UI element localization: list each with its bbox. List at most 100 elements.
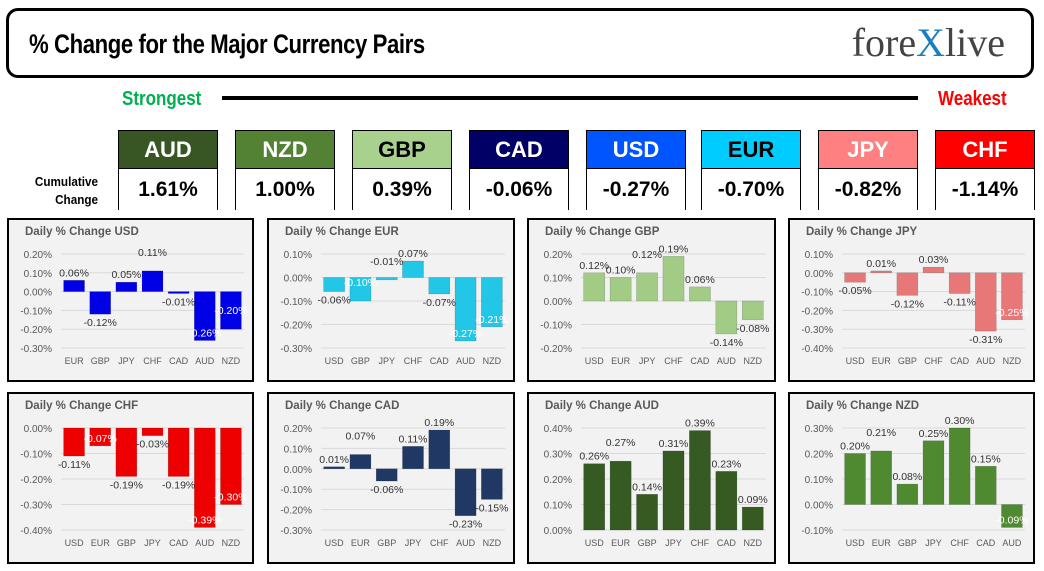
bar-chf bbox=[948, 427, 971, 505]
data-label: 0.39% bbox=[685, 418, 715, 430]
chart-title: Daily % Change JPY bbox=[806, 226, 918, 238]
currency-card-aud: AUD 1.61% bbox=[118, 130, 218, 210]
y-tick-label: 0.10% bbox=[284, 250, 312, 261]
x-tick-label: GBP bbox=[117, 538, 136, 548]
data-label: -0.12% bbox=[84, 317, 117, 329]
chart-panel-aud: Daily % Change AUD 0.40% 0.30% 0.20% 0.10% 0.… bbox=[527, 392, 776, 564]
strongest-label: Strongest bbox=[122, 88, 202, 110]
y-tick-label: 0.00% bbox=[284, 465, 312, 476]
bar-chf bbox=[662, 256, 685, 302]
y-tick-label: 0.00% bbox=[805, 501, 833, 512]
bar-eur bbox=[89, 427, 111, 447]
bar-aud bbox=[454, 277, 477, 342]
bar-aud bbox=[194, 291, 216, 341]
x-tick-label: USD bbox=[65, 538, 85, 548]
data-label: -0.07% bbox=[84, 433, 117, 445]
bar-chart: 0.10% 0.00% -0.10% -0.20% -0.30% -0.40% USD EUR… bbox=[801, 250, 1028, 366]
x-tick-label: JPY bbox=[118, 356, 135, 366]
currency-card-cad: CAD -0.06% bbox=[469, 130, 569, 210]
bar-aud bbox=[1001, 504, 1023, 528]
card-currency: JPY bbox=[819, 131, 917, 169]
data-label: 0.08% bbox=[892, 471, 922, 483]
bar-usd bbox=[583, 272, 606, 302]
bar-cad bbox=[948, 272, 971, 294]
bar-chart: 0.20% 0.10% 0.00% -0.10% -0.20% -0.30% USD EUR G… bbox=[280, 417, 508, 548]
bar-nzd bbox=[481, 277, 503, 328]
x-tick-label: CHF bbox=[691, 538, 710, 548]
x-tick-label: NZD bbox=[483, 538, 502, 548]
bar-jpy bbox=[636, 272, 658, 302]
y-tick-label: -0.10% bbox=[280, 297, 312, 308]
bar-usd bbox=[323, 277, 345, 292]
bar-eur bbox=[609, 460, 632, 531]
bar-jpy bbox=[662, 450, 685, 531]
card-value: -1.14% bbox=[936, 169, 1034, 210]
x-tick-label: CAD bbox=[169, 356, 189, 366]
card-currency: CHF bbox=[936, 131, 1034, 169]
chart-panel-chf: Daily % Change CHF 0.00% -0.10% -0.20% -0.30… bbox=[7, 392, 254, 564]
data-label: -0.25% bbox=[995, 307, 1028, 319]
y-tick-label: 0.10% bbox=[805, 475, 833, 486]
data-label: -0.39% bbox=[188, 514, 221, 526]
bar-eur bbox=[609, 277, 632, 302]
bar-jpy bbox=[402, 446, 424, 470]
chart-panel-cad: Daily % Change CAD 0.20% 0.10% 0.00% -0.10% -… bbox=[267, 392, 515, 564]
x-tick-label: NZD bbox=[483, 356, 502, 366]
data-label: -0.06% bbox=[318, 295, 351, 307]
bar-cad bbox=[167, 427, 190, 477]
x-tick-label: AUD bbox=[976, 356, 996, 366]
bar-chart: 0.20% 0.10% 0.00% -0.10% -0.20% -0.30% EUR GBP J… bbox=[20, 247, 247, 366]
chart-panel-nzd: Daily % Change NZD 0.30% 0.20% 0.10% 0.00% -0… bbox=[788, 392, 1035, 564]
data-label: 0.07% bbox=[346, 431, 376, 443]
chart-title: Daily % Change CAD bbox=[285, 400, 400, 412]
bar-eur bbox=[349, 454, 372, 470]
y-tick-label: -0.40% bbox=[20, 526, 52, 537]
data-label: -0.31% bbox=[969, 334, 1002, 346]
y-tick-label: -0.30% bbox=[280, 526, 312, 537]
data-label: -0.15% bbox=[475, 502, 508, 514]
data-label: 0.14% bbox=[632, 481, 662, 493]
data-label: -0.01% bbox=[162, 296, 195, 308]
data-label: 0.20% bbox=[840, 441, 870, 453]
cumulative-label-line1: Cumulative bbox=[34, 174, 98, 189]
x-tick-label: CAD bbox=[169, 538, 189, 548]
y-tick-label: 0.10% bbox=[805, 250, 833, 261]
card-value: 1.00% bbox=[236, 169, 334, 210]
y-tick-label: -0.10% bbox=[801, 288, 833, 299]
x-tick-label: CHF bbox=[404, 356, 423, 366]
x-tick-label: USD bbox=[325, 538, 345, 548]
x-tick-label: GBP bbox=[898, 538, 917, 548]
data-label: -0.11% bbox=[943, 296, 976, 308]
bar-nzd bbox=[481, 468, 503, 500]
data-label: -0.08% bbox=[736, 323, 769, 335]
x-tick-label: AUD bbox=[1002, 538, 1022, 548]
x-tick-label: JPY bbox=[405, 538, 422, 548]
bar-gbp bbox=[896, 272, 919, 296]
y-tick-label: 0.30% bbox=[544, 450, 572, 461]
data-label: -0.14% bbox=[710, 337, 743, 349]
bar-aud bbox=[715, 300, 738, 335]
data-label: 0.03% bbox=[919, 254, 949, 266]
bar-chart: 0.00% -0.10% -0.20% -0.30% -0.40% USD EUR GBP JP… bbox=[20, 424, 247, 548]
x-tick-label: NZD bbox=[222, 538, 241, 548]
data-label: 0.26% bbox=[579, 451, 609, 463]
card-currency: CAD bbox=[470, 131, 568, 169]
data-label: -0.30% bbox=[214, 492, 247, 504]
bar-gbp bbox=[375, 468, 398, 482]
card-currency: USD bbox=[587, 131, 685, 169]
x-tick-label: CAD bbox=[976, 538, 996, 548]
x-tick-label: CHF bbox=[664, 356, 683, 366]
data-label: 0.05% bbox=[111, 269, 141, 281]
data-label: -0.06% bbox=[370, 484, 403, 496]
x-tick-label: AUD bbox=[195, 356, 215, 366]
x-tick-label: EUR bbox=[872, 356, 892, 366]
y-tick-label: 0.10% bbox=[544, 274, 572, 285]
x-tick-label: CHF bbox=[950, 538, 969, 548]
y-tick-label: -0.10% bbox=[20, 306, 52, 317]
x-tick-label: NZD bbox=[744, 538, 763, 548]
data-label: 0.12% bbox=[579, 260, 609, 272]
data-label: 0.07% bbox=[398, 248, 428, 260]
x-tick-label: CAD bbox=[430, 356, 450, 366]
y-tick-label: 0.10% bbox=[544, 501, 572, 512]
x-tick-label: GBP bbox=[351, 356, 370, 366]
